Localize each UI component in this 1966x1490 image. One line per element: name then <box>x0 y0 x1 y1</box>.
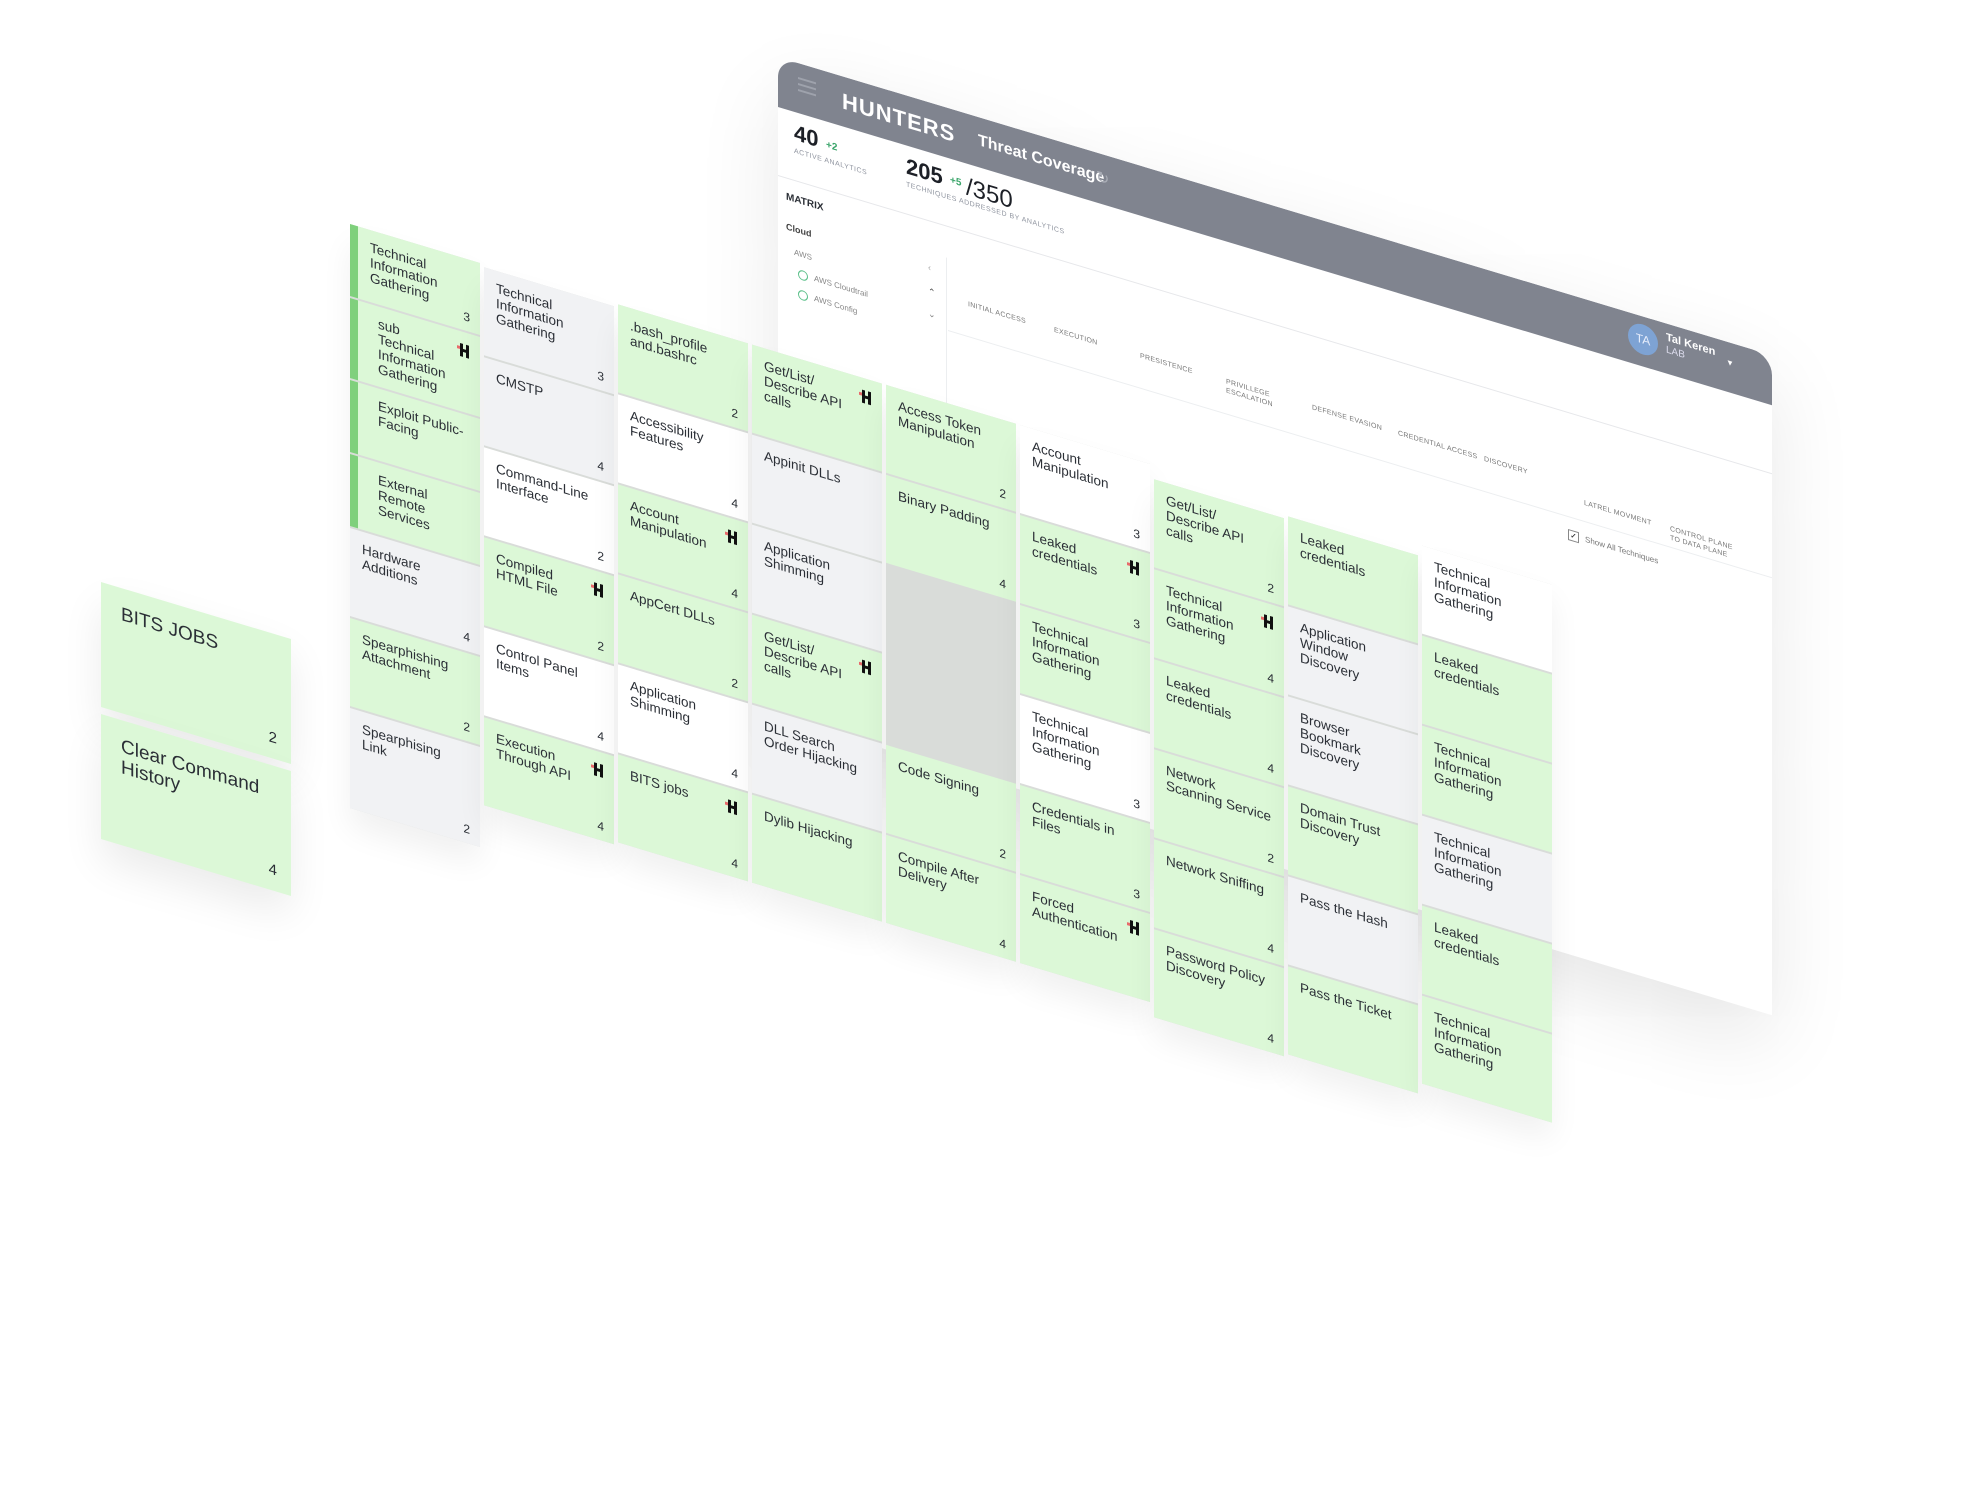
checkbox-checked-icon[interactable]: ✓ <box>1568 529 1579 544</box>
matrix-column: Access Token Manipulation 2 Binary Padding… <box>886 384 1016 962</box>
analytics-count: 2 <box>1267 580 1274 597</box>
hunters-logo: HUNTERS <box>842 88 956 148</box>
hamburger-icon[interactable] <box>798 77 816 97</box>
analytics-count: 3 <box>1133 796 1140 813</box>
analytics-count: 3 <box>463 308 470 326</box>
chevron-down-icon[interactable]: ▼ <box>1726 357 1734 369</box>
matrix-column: Technical Information Gathering 3 CMSTP 4 Co… <box>484 267 614 845</box>
matrix-column: Technical Information Gathering 3 sub Tech… <box>350 224 480 848</box>
analytics-count: 4 <box>731 495 738 512</box>
analytics-count: 2 <box>597 548 604 565</box>
column-header: PRESISTENCE <box>1140 352 1193 376</box>
technique-name: .bash_profile and.bashrc <box>630 318 708 369</box>
active-analytics-label: ACTIVE ANALYTICS <box>794 147 868 177</box>
techniques-delta: +5 <box>950 174 962 190</box>
check-circle-icon <box>798 289 808 303</box>
hunters-icon <box>725 799 738 816</box>
technique-name: Technical Information Gathering <box>496 280 564 344</box>
analytics-count: 4 <box>597 818 604 835</box>
column-header: INITIAL ACCESS <box>968 301 1027 326</box>
active-analytics-delta: +2 <box>826 139 838 154</box>
analytics-count: 2 <box>268 728 277 748</box>
sidebar-item-label: AWS Config <box>814 293 858 316</box>
technique-name: Technical Information Gathering <box>370 240 438 303</box>
analytics-count: 4 <box>597 458 604 475</box>
collapse-icon[interactable]: ‹ <box>928 262 931 273</box>
analytics-count: 2 <box>1267 850 1274 867</box>
analytics-count: 2 <box>999 485 1006 502</box>
analytics-count: 4 <box>1267 940 1274 957</box>
matrix-column: Technical Information Gathering Leaked cr… <box>1422 545 1552 1123</box>
column-header: CREDENTIAL ACCESS <box>1398 430 1478 461</box>
column-header: EXECUTION <box>1054 326 1098 347</box>
matrix-column: Get/List/ Describe API calls Appinit DLLs… <box>752 344 882 922</box>
column-header: LATREL MOVMENT <box>1584 499 1652 528</box>
column-header: DISCOVERY <box>1484 455 1528 476</box>
technique-name: BITS JOBS <box>121 604 219 655</box>
analytics-count: 4 <box>731 855 738 872</box>
column-header: DEFENSE EVASION <box>1312 404 1383 433</box>
analytics-count: 4 <box>999 935 1006 952</box>
chevron-up-icon[interactable]: ⌃ <box>928 286 936 299</box>
analytics-count: 4 <box>1267 1030 1274 1047</box>
analytics-count: 2 <box>731 675 738 692</box>
analytics-count: 4 <box>597 728 604 745</box>
show-all-techniques-checkbox[interactable]: ✓ Show All Techniques <box>1568 529 1658 567</box>
matrix-column: Get/List/ Describe API calls 2 Technical I… <box>1154 479 1284 1057</box>
column-header: PRIVILLEGE ESCALATION <box>1226 378 1273 409</box>
avatar[interactable]: TA <box>1628 320 1658 360</box>
refresh-icon[interactable]: ↻ <box>1096 168 1110 190</box>
technique-name: Leaked credentials <box>1300 530 1366 580</box>
technique-name: sub Technical Information Gathering <box>378 316 446 395</box>
page-title: Threat Coverage <box>978 132 1105 187</box>
chevron-down-icon[interactable]: ⌄ <box>928 308 936 321</box>
analytics-count: 2 <box>463 820 470 838</box>
matrix-column: .bash_profile and.bashrc 2 Accessibility F… <box>618 304 748 882</box>
analytics-count: 2 <box>463 718 470 736</box>
analytics-count: 4 <box>731 585 738 602</box>
analytics-count: 2 <box>999 845 1006 862</box>
matrix-column: Account Manipulation 3 Leaked credentials 3… <box>1020 425 1150 1003</box>
analytics-count: 4 <box>1267 760 1274 777</box>
matrix-column: Leaked credentials Application Window Dis… <box>1288 516 1418 1094</box>
analytics-count: 4 <box>268 860 277 880</box>
technique-name: Get/List/ Describe API calls <box>1166 492 1245 547</box>
analytics-count: 3 <box>597 368 604 385</box>
sidebar-section-cloud[interactable]: Cloud <box>786 221 812 240</box>
analytics-count: 3 <box>1133 616 1140 633</box>
analytics-count: 4 <box>1267 670 1274 687</box>
analytics-count: 3 <box>1133 886 1140 903</box>
technique-name: Code Signing <box>898 758 980 798</box>
analytics-count: 4 <box>731 765 738 782</box>
analytics-count: 4 <box>463 628 470 646</box>
analytics-count: 2 <box>597 638 604 655</box>
analytics-count: 3 <box>1133 526 1140 543</box>
analytics-count: 2 <box>731 405 738 422</box>
analytics-count: 4 <box>999 575 1006 592</box>
sidebar-group-aws[interactable]: AWS <box>794 247 812 263</box>
check-circle-icon <box>798 269 808 283</box>
